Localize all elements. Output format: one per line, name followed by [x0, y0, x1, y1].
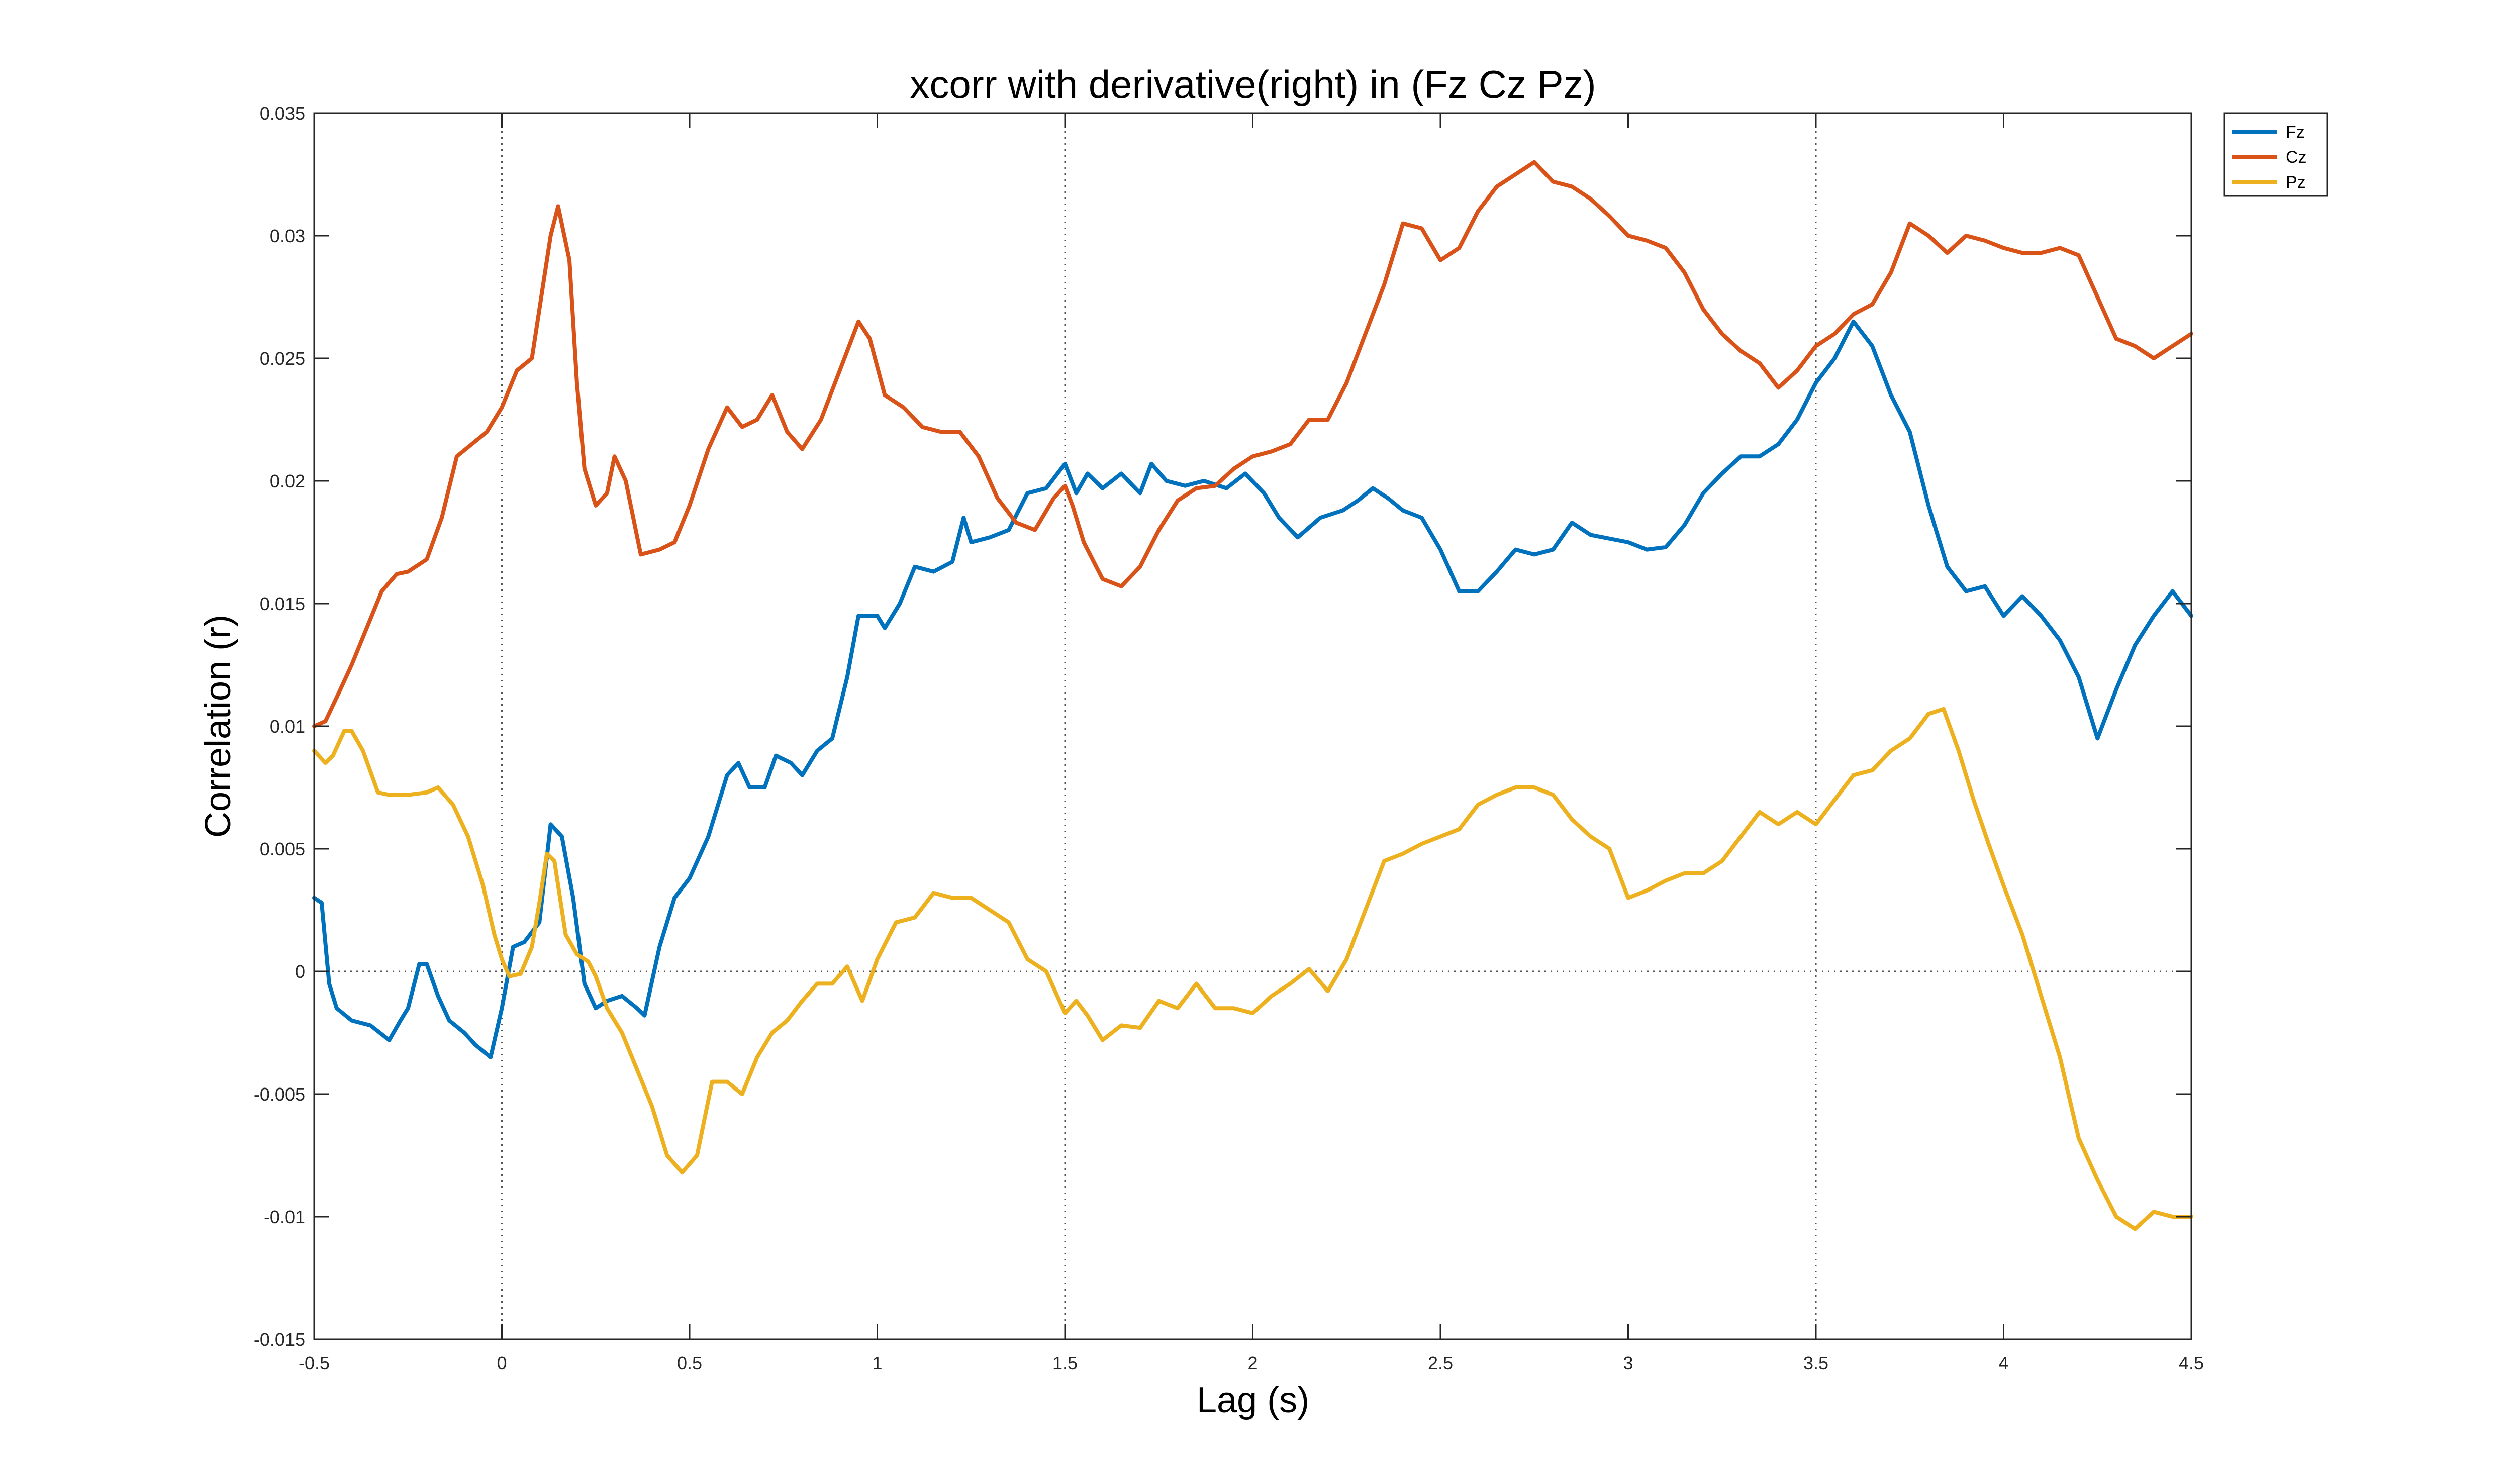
x-tick-label: 3 [1623, 1353, 1633, 1373]
x-axis-ticks: -0.5 0 0.5 1 1.5 2 2.5 3 3.5 4 4.5 [299, 113, 2204, 1373]
x-tick-label: 4 [1998, 1353, 2008, 1373]
y-tick-label: 0.01 [270, 716, 305, 737]
y-tick-label: -0.005 [254, 1084, 305, 1105]
y-tick-label: 0.005 [260, 839, 305, 859]
y-tick-label: 0.015 [260, 593, 305, 614]
y-tick-label: 0.035 [260, 103, 305, 124]
x-tick-label: -0.5 [299, 1353, 330, 1373]
y-tick-label: 0.03 [270, 226, 305, 246]
chart-title: xcorr with derivative(right) in (Fz Cz P… [910, 62, 1596, 107]
series-lines [312, 160, 2193, 1231]
series-line-pz [312, 707, 2193, 1231]
x-axis-label: Lag (s) [1197, 1380, 1309, 1420]
x-tick-label: 0.5 [677, 1353, 702, 1373]
legend-label-pz: Pz [2286, 173, 2306, 192]
legend-label-cz: Cz [2286, 148, 2307, 167]
x-tick-label: 1 [872, 1353, 882, 1373]
y-tick-label: 0.025 [260, 348, 305, 369]
legend-items: Fz Cz Pz [2232, 123, 2307, 192]
x-tick-label: 2.5 [1428, 1353, 1453, 1373]
x-tick-label: 0 [497, 1353, 507, 1373]
y-tick-label: -0.01 [264, 1207, 305, 1227]
legend: Fz Cz Pz [2223, 112, 2328, 197]
x-tick-label: 3.5 [1803, 1353, 1828, 1373]
legend-label-fz: Fz [2286, 123, 2305, 142]
x-tick-label: 2 [1247, 1353, 1258, 1373]
series-line-cz [312, 160, 2193, 728]
y-tick-label: 0.02 [270, 471, 305, 491]
y-tick-label: -0.015 [254, 1329, 305, 1350]
x-tick-label: 1.5 [1052, 1353, 1078, 1373]
y-tick-label: 0 [295, 961, 305, 982]
y-axis-label: Correlation (r) [198, 615, 238, 838]
y-axis-ticks: -0.015 -0.01 -0.005 0 0.005 0.01 0.015 0.02 0.02… [254, 103, 2191, 1350]
x-tick-label: 4.5 [2179, 1353, 2204, 1373]
